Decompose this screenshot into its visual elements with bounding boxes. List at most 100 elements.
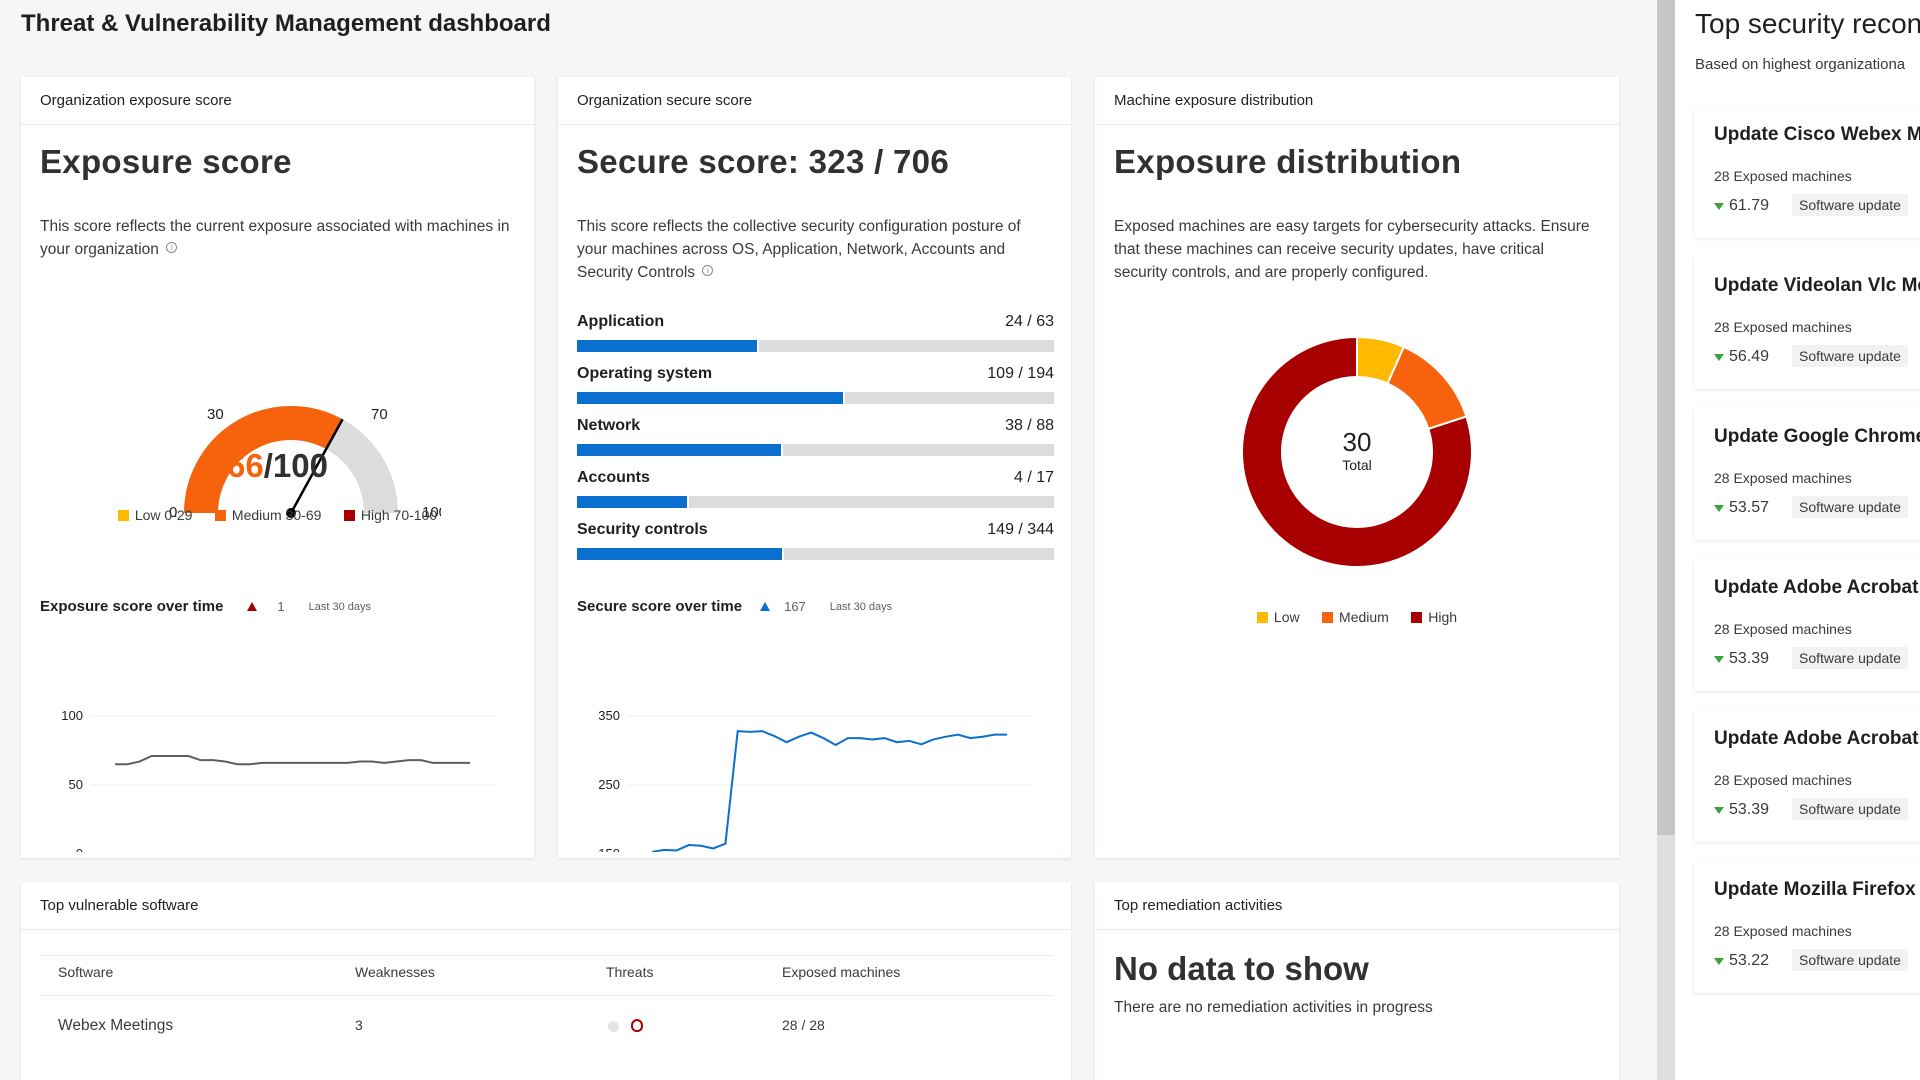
column-weaknesses[interactable]: Weaknesses [355, 964, 435, 980]
exposure-description: This score reflects the current exposure… [40, 215, 514, 261]
recommendation-score: 56.49 [1714, 348, 1769, 366]
gauge-hub [286, 508, 296, 518]
recommendation-tag: Software update [1792, 496, 1908, 518]
column-software[interactable]: Software [58, 964, 114, 980]
exposure-score-card: Organization exposure score Exposure sco… [21, 77, 534, 858]
chart-y-tick-label: 100 [61, 708, 83, 723]
scrollbar-thumb[interactable] [1657, 0, 1675, 835]
recommendation-score-value: 53.22 [1729, 952, 1770, 969]
recommendation-exposed-machines: 28 Exposed machines [1714, 923, 1852, 939]
secure-bar-value: 109 / 194 [987, 365, 1054, 382]
recommendation-card[interactable]: Update Google Chrome 28 Exposed machines 5… [1694, 408, 1920, 540]
chart-y-tick-label: 50 [69, 777, 83, 792]
secure-trend-header: Secure score over time 167 Last 30 days [577, 598, 892, 615]
recommendation-card[interactable]: Update Adobe Acrobat 28 Exposed machines 5… [1694, 559, 1920, 691]
trend-down-icon [1714, 504, 1724, 512]
exposure-line-chart: 10050001/2502/0302/1302/23 [61, 708, 494, 852]
recommendation-title[interactable]: Update Adobe Acrobat [1714, 577, 1919, 598]
legend-medium-label: Medium [1339, 609, 1389, 625]
trend-up-icon [247, 602, 258, 611]
secure-bar-track [577, 444, 1054, 456]
remediation-empty-title: No data to show [1114, 950, 1369, 987]
secure-bar-value: 38 / 88 [1005, 417, 1054, 434]
remediation-card: Top remediation activities No data to sh… [1095, 882, 1619, 1080]
recommendation-card[interactable]: Update Mozilla Firefox 28 Exposed machine… [1694, 861, 1920, 993]
recommendation-exposed-machines: 28 Exposed machines [1714, 470, 1852, 486]
remediation-card-header: Top remediation activities [1095, 882, 1619, 930]
software-table [39, 955, 1053, 956]
remediation-empty-message: There are no remediation activities in p… [1114, 999, 1433, 1016]
exposure-score-max: /100 [263, 447, 328, 484]
chart-series-line [651, 730, 1007, 852]
page-title: Threat & Vulnerability Management dashbo… [21, 10, 551, 37]
secure-bar-track [577, 392, 1054, 404]
info-icon[interactable]: i [702, 265, 714, 276]
secure-bar-track [577, 548, 1054, 560]
recommendation-card[interactable]: Update Cisco Webex M 28 Exposed machines 6… [1694, 106, 1920, 238]
recommendation-tag: Software update [1792, 798, 1908, 820]
secure-bar-fill [577, 496, 690, 508]
legend-medium-label: Medium 30-69 [231, 507, 322, 523]
secure-score-card: Organization secure score Secure score: … [558, 77, 1071, 858]
recommendation-score: 53.22 [1714, 952, 1769, 970]
trend-down-icon [1714, 202, 1724, 210]
donut-total-value: 30 [1343, 427, 1372, 457]
recommendation-title[interactable]: Update Google Chrome [1714, 426, 1920, 447]
gauge-label-0: 0 [169, 504, 177, 521]
exposure-trend-range: Last 30 days [308, 600, 372, 613]
secure-bar-value: 4 / 17 [1013, 469, 1054, 486]
distribution-card: Machine exposure distribution Exposure d… [1095, 77, 1619, 858]
recommendation-tag: Software update [1792, 647, 1908, 669]
recommendation-title[interactable]: Update Cisco Webex M [1714, 124, 1920, 145]
legend-medium-swatch [214, 509, 226, 521]
donut-slice-low [1356, 335, 1406, 385]
recommendation-tag: Software update [1792, 949, 1908, 971]
recommendation-score-value: 53.39 [1729, 801, 1770, 818]
recommendations-title: Top security recon [1695, 8, 1920, 39]
recommendation-score: 53.39 [1714, 650, 1769, 668]
legend-low-swatch [1256, 611, 1268, 623]
legend-low-label: Low [1273, 609, 1300, 625]
legend-low: Low [1256, 609, 1300, 625]
secure-card-header: Organization secure score [558, 77, 1071, 125]
threat-bug-icon [631, 1019, 643, 1032]
recommendation-title[interactable]: Update Videolan Vlc Me [1714, 275, 1920, 296]
recommendation-card[interactable]: Update Videolan Vlc Me 28 Exposed machine… [1694, 257, 1920, 389]
vulnerable-software-card: Top vulnerable software [21, 882, 1071, 1080]
secure-bar-fill [577, 340, 759, 352]
exposure-card-header: Organization exposure score [21, 77, 534, 125]
exposure-title: Exposure score [40, 143, 292, 180]
recommendation-title[interactable]: Update Adobe Acrobat [1714, 728, 1919, 749]
secure-trend-title: Secure score over time [577, 598, 743, 615]
exposure-legend: Low 0-29 Medium 30-69 High 70-100 [21, 507, 534, 526]
secure-bar-fill [577, 392, 845, 404]
trend-down-icon [1714, 655, 1724, 663]
legend-high-swatch [1411, 611, 1423, 623]
recommendation-title[interactable]: Update Mozilla Firefox [1714, 879, 1916, 900]
column-threats[interactable]: Threats [606, 964, 654, 980]
donut-total-label: Total [1342, 457, 1372, 473]
recommendation-card[interactable]: Update Adobe Acrobat 28 Exposed machines 5… [1694, 710, 1920, 842]
recommendation-tag: Software update [1792, 194, 1908, 216]
recommendations-subtitle: Based on highest organizationa [1695, 56, 1906, 73]
info-icon[interactable]: i [166, 242, 178, 253]
legend-high: High [1411, 609, 1457, 625]
donut-slice-medium [1386, 345, 1468, 431]
gauge-label-70: 70 [371, 406, 388, 423]
table-row-software[interactable]: Webex Meetings [58, 1017, 174, 1034]
distribution-legend: Low Medium High [1095, 609, 1619, 628]
legend-medium-swatch [1322, 611, 1334, 623]
recommendation-exposed-machines: 28 Exposed machines [1714, 772, 1852, 788]
secure-bar-row: Operating system 109 / 194 [577, 365, 1054, 405]
secure-description: This score reflects the collective secur… [577, 215, 1051, 284]
exposure-score-number: 66 [227, 447, 264, 484]
column-exposed-machines[interactable]: Exposed machines [782, 964, 901, 980]
table-row-weaknesses: 3 [355, 1017, 363, 1033]
exposure-description-text: This score reflects the current exposure… [40, 218, 510, 258]
secure-bar-label: Operating system [577, 365, 713, 382]
recommendation-score: 53.57 [1714, 499, 1769, 517]
legend-low-label: Low 0-29 [134, 507, 193, 523]
recommendation-exposed-machines: 28 Exposed machines [1714, 621, 1852, 637]
secure-trend-range: Last 30 days [829, 600, 893, 613]
trend-down-icon [1714, 353, 1724, 361]
